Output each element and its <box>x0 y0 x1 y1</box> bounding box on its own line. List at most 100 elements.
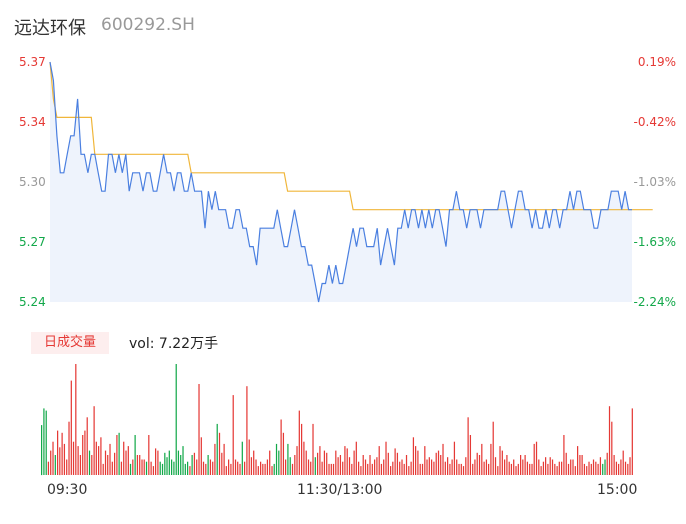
volume-bar <box>209 459 212 475</box>
volume-bar <box>228 459 230 475</box>
volume-bar <box>531 463 533 475</box>
volume-bar <box>408 466 410 475</box>
volume-bar <box>132 459 134 475</box>
volume-bar <box>504 459 506 475</box>
x-tick-label: 15:00 <box>597 482 638 498</box>
volume-bar <box>431 459 433 475</box>
volume-bar <box>177 450 180 475</box>
volume-bar <box>84 430 86 475</box>
volume-bar <box>469 435 472 475</box>
stock-code: 600292.SH <box>101 15 195 35</box>
volume-bar <box>497 466 499 475</box>
volume-bar <box>125 450 127 475</box>
volume-bar <box>524 455 526 475</box>
volume-bar <box>355 441 357 475</box>
volume-bar <box>474 459 476 475</box>
volume-bar <box>102 463 104 475</box>
volume-bar <box>54 455 56 475</box>
volume-bar <box>198 384 200 475</box>
volume-bar <box>45 410 47 475</box>
volume-bar <box>348 457 351 475</box>
volume-bar <box>180 455 182 475</box>
volume-bar <box>75 364 77 475</box>
volume-bar <box>588 461 590 475</box>
volume-bar <box>442 443 444 475</box>
volume-bar <box>193 452 196 475</box>
volume-bar <box>145 461 148 475</box>
volume-bar <box>294 455 296 475</box>
volume-bar <box>339 455 342 475</box>
volume-bar <box>344 446 346 475</box>
volume-bar <box>168 450 170 475</box>
price-area <box>50 62 632 302</box>
volume-bar <box>59 447 61 476</box>
volume-bar <box>136 455 139 475</box>
volume-bar <box>551 459 554 475</box>
volume-bar <box>127 446 129 475</box>
volume-bar <box>68 421 70 475</box>
volume-bar <box>608 406 611 475</box>
volume-bar <box>419 463 421 475</box>
volume-bar <box>415 446 417 475</box>
y-tick-percent: 0.19% <box>637 55 676 69</box>
volume-bar <box>440 455 442 475</box>
volume-tag: 日成交量 <box>31 332 109 354</box>
volume-bar <box>269 450 271 475</box>
stock-name: 远达环保 <box>14 18 86 39</box>
volume-bar <box>330 463 332 475</box>
volume-bar <box>485 459 488 475</box>
volume-bar <box>72 441 75 475</box>
volume-bar <box>212 461 214 475</box>
volume-bar <box>241 441 243 475</box>
volume-bar <box>405 455 408 475</box>
volume-bar <box>478 455 481 475</box>
volume-bar <box>98 446 100 475</box>
volume-bar <box>205 463 207 475</box>
volume-bar <box>116 435 118 475</box>
volume-bar <box>307 459 310 475</box>
volume-bar <box>66 459 68 475</box>
volume-bar <box>529 463 531 475</box>
volume-bar <box>171 459 173 475</box>
volume-bar <box>577 446 579 475</box>
volume-bar <box>592 459 595 475</box>
volume-bar <box>399 461 401 475</box>
volume-bar <box>424 446 426 475</box>
volume-bar <box>139 455 141 475</box>
volume-bar <box>558 461 560 475</box>
volume-bar <box>77 446 79 475</box>
volume-bar <box>93 406 95 475</box>
volume-bar <box>173 461 175 475</box>
volume-bar <box>586 466 588 475</box>
volume-bar <box>271 466 273 475</box>
volume-bar <box>364 459 367 475</box>
volume-bar <box>535 441 538 475</box>
volume-bar <box>91 455 93 475</box>
volume-bar <box>540 466 542 475</box>
volume-bar <box>506 455 508 475</box>
volume-bar <box>230 463 232 475</box>
volume-bar <box>41 425 43 476</box>
volume-bar <box>120 461 123 475</box>
volume-bar <box>451 459 453 475</box>
volume-bar <box>483 461 485 475</box>
volume-bar <box>82 435 84 475</box>
volume-bar <box>360 466 362 475</box>
volume-bar <box>184 463 186 475</box>
volume-bar <box>328 463 330 475</box>
volume-bar <box>282 432 285 475</box>
volume-bar <box>280 419 282 475</box>
volume-bar <box>353 450 355 475</box>
volume-bar <box>150 461 152 475</box>
volume-bar <box>561 461 563 475</box>
volume-bar <box>467 417 469 475</box>
volume-bar <box>63 443 66 475</box>
volume-bar <box>492 421 494 475</box>
volume-bar <box>202 461 205 475</box>
volume-bar <box>554 463 556 475</box>
y-tick-price: 5.34 <box>19 115 46 129</box>
volume-bar <box>517 463 519 475</box>
volume-bar <box>533 443 535 475</box>
volume-bar <box>262 463 264 475</box>
